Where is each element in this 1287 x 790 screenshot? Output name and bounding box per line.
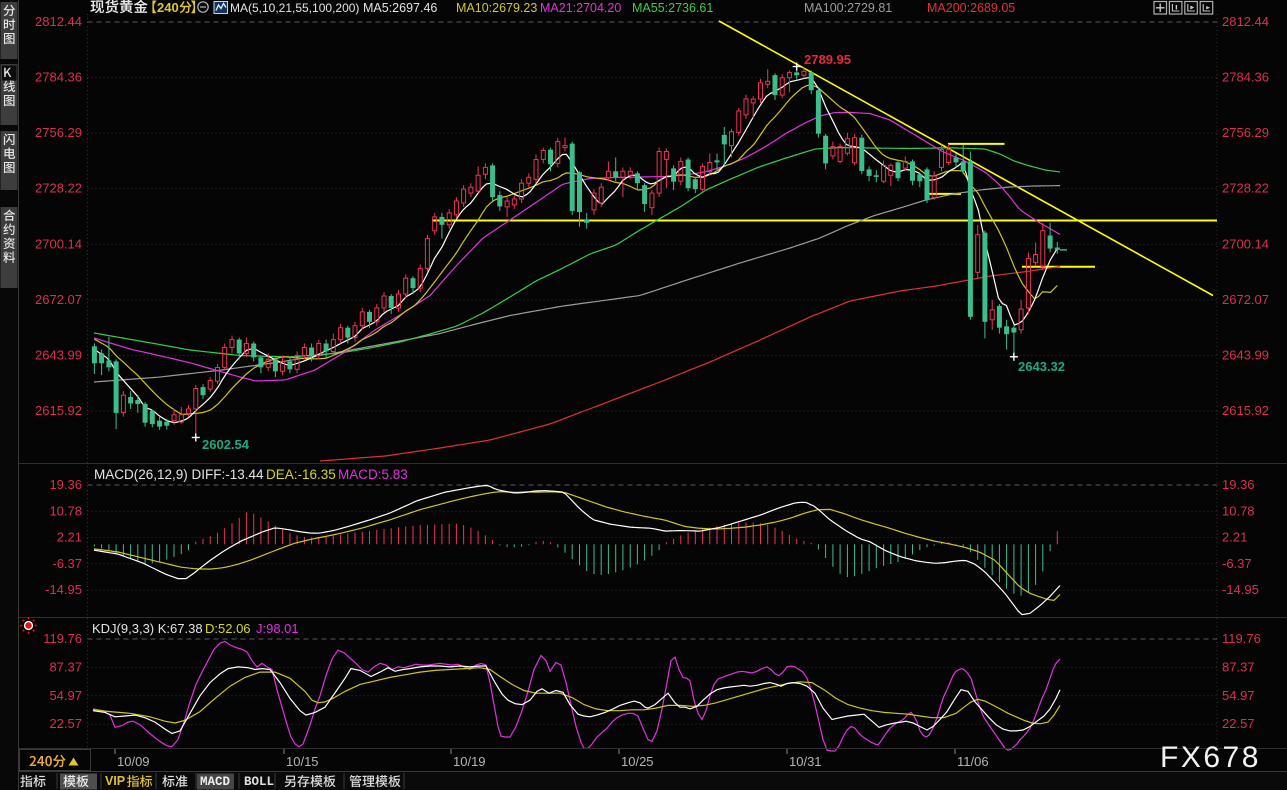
svg-text:240: 240 [157,0,179,15]
svg-text:2700.14: 2700.14 [35,236,82,251]
svg-text:10/19: 10/19 [453,754,486,769]
svg-text:MA10:2679.23: MA10:2679.23 [456,1,537,15]
svg-text:87.37: 87.37 [1222,659,1255,674]
svg-text:2672.07: 2672.07 [1222,292,1269,307]
svg-text:J:98.01: J:98.01 [256,621,299,636]
svg-text:2728.22: 2728.22 [35,181,82,196]
svg-text:10/31: 10/31 [789,754,822,769]
svg-text:MA(5,10,21,55,100,200): MA(5,10,21,55,100,200) [230,1,359,15]
svg-text:11/06: 11/06 [957,754,989,769]
svg-text:2615.92: 2615.92 [1222,403,1269,418]
svg-text:MA200:2689.05: MA200:2689.05 [927,1,1015,15]
svg-text:VIP: VIP [105,774,125,788]
svg-text:MA5:2697.46: MA5:2697.46 [363,1,437,15]
svg-text:BOLL: BOLL [244,775,274,789]
svg-text:FX678: FX678 [1160,741,1261,774]
svg-text:2602.54: 2602.54 [202,437,250,452]
svg-text:19.36: 19.36 [1222,477,1255,492]
svg-text:MACD:5.83: MACD:5.83 [338,467,408,482]
svg-text:10/15: 10/15 [286,754,319,769]
svg-text:2700.14: 2700.14 [1222,236,1269,251]
svg-text:22.57: 22.57 [49,716,82,731]
svg-text:2643.99: 2643.99 [35,347,82,362]
svg-text:2615.92: 2615.92 [35,403,82,418]
svg-text:2812.44: 2812.44 [1222,14,1269,29]
svg-text:KDJ(9,3,3) K:67.38: KDJ(9,3,3) K:67.38 [92,621,203,636]
svg-text:22.57: 22.57 [1222,716,1255,731]
svg-text:2784.36: 2784.36 [1222,70,1269,85]
svg-text:MA21:2704.20: MA21:2704.20 [540,1,621,15]
svg-text:2784.36: 2784.36 [35,70,82,85]
svg-text:-14.95: -14.95 [45,582,82,597]
svg-text:2789.95: 2789.95 [804,52,851,67]
svg-text:2672.07: 2672.07 [35,292,82,307]
svg-text:119.76: 119.76 [43,631,82,646]
svg-text:D:52.06: D:52.06 [205,621,251,636]
svg-text:MACD(26,12,9) DIFF:-13.44: MACD(26,12,9) DIFF:-13.44 [94,467,264,482]
svg-text:10.78: 10.78 [49,503,82,518]
svg-text:19.36: 19.36 [49,477,82,492]
svg-text:54.97: 54.97 [49,688,82,703]
svg-text:-6.37: -6.37 [1222,556,1252,571]
svg-text:2756.29: 2756.29 [1222,125,1269,140]
svg-text:119.76: 119.76 [1222,631,1261,646]
svg-text:2.21: 2.21 [57,530,82,545]
svg-text:2.21: 2.21 [1222,530,1247,545]
svg-text:10/09: 10/09 [117,754,150,769]
svg-text:87.37: 87.37 [49,659,82,674]
svg-text:MACD: MACD [200,775,231,789]
svg-text:2812.44: 2812.44 [35,14,82,29]
svg-text:2728.22: 2728.22 [1222,181,1269,196]
svg-text:2756.29: 2756.29 [35,125,82,140]
svg-text:-14.95: -14.95 [1222,582,1259,597]
svg-text:-6.37: -6.37 [52,556,82,571]
svg-text:10.78: 10.78 [1222,503,1255,518]
svg-text:10/25: 10/25 [621,754,654,769]
svg-text:2643.32: 2643.32 [1018,359,1065,374]
svg-text:DEA:-16.35: DEA:-16.35 [266,467,336,482]
svg-text:MA55:2736.61: MA55:2736.61 [632,1,713,15]
svg-text:54.97: 54.97 [1222,688,1255,703]
svg-text:MA100:2729.81: MA100:2729.81 [804,1,892,15]
svg-text:2643.99: 2643.99 [1222,347,1269,362]
